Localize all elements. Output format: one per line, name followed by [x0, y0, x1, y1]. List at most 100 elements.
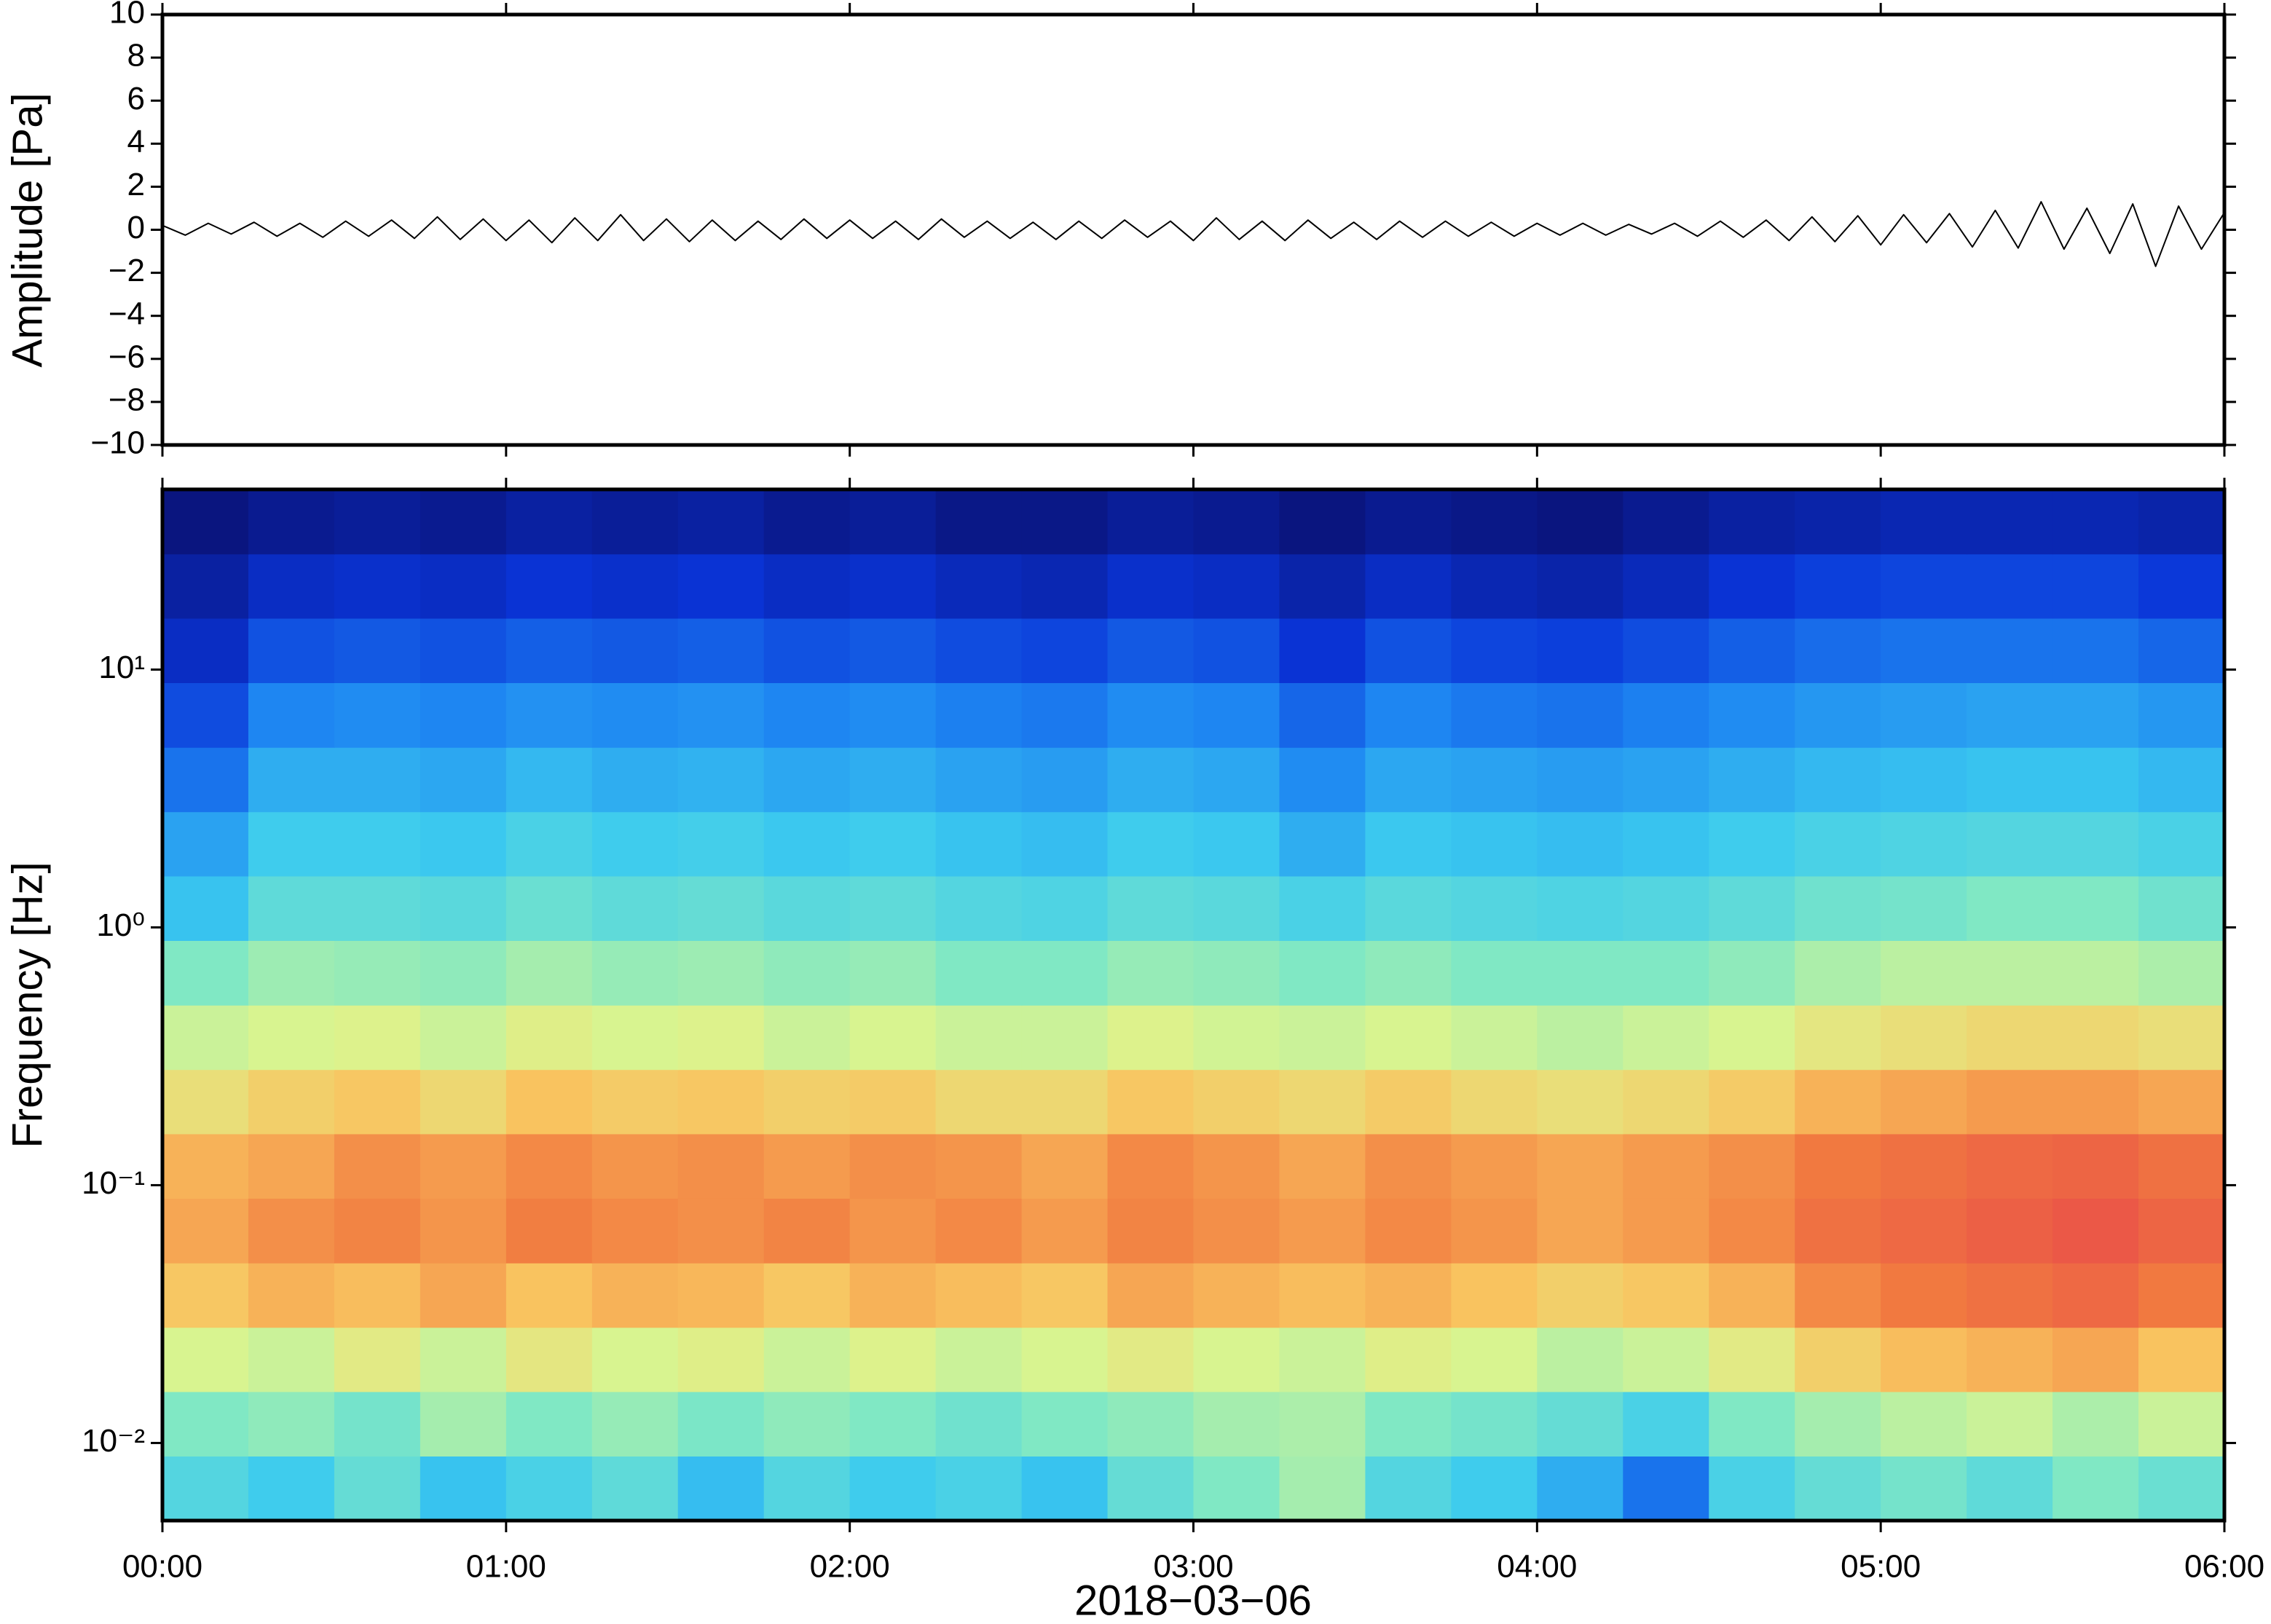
heatmap-cell — [677, 618, 765, 683]
heatmap-cell — [1881, 1004, 1967, 1071]
heatmap-cell — [1365, 1133, 1452, 1199]
heatmap-cell — [1537, 682, 1624, 748]
heatmap-cell — [1365, 1069, 1452, 1135]
heatmap-cell — [1451, 1004, 1538, 1071]
y-tick-label: −4 — [109, 296, 145, 331]
heatmap-cell — [2138, 1133, 2225, 1199]
heatmap-cell — [1279, 811, 1366, 877]
heatmap-cell — [1623, 1004, 1710, 1071]
heatmap-cell — [935, 1391, 1023, 1457]
heatmap-cell — [1107, 811, 1194, 877]
heatmap-cell — [1021, 940, 1109, 1006]
heatmap-cell — [1795, 489, 1881, 555]
heatmap-cell — [505, 940, 593, 1006]
heatmap-cell — [2138, 940, 2225, 1006]
y-tick-label: −2 — [109, 253, 145, 288]
heatmap-cell — [334, 746, 421, 813]
heatmap-cell — [1967, 1004, 2053, 1071]
heatmap-cell — [2138, 1069, 2225, 1135]
heatmap-cell — [334, 1133, 421, 1199]
heatmap-cell — [1021, 875, 1109, 941]
heatmap-cell — [1365, 1262, 1452, 1328]
y-tick-label: 6 — [127, 81, 145, 117]
heatmap-cell — [1967, 1069, 2053, 1135]
heatmap-cell — [849, 1004, 937, 1071]
heatmap-cell — [334, 1004, 421, 1071]
heatmap-cell — [248, 1198, 335, 1264]
heatmap-cell — [1623, 1133, 1710, 1199]
heatmap-cell — [1279, 1327, 1366, 1392]
heatmap-cell — [1623, 811, 1710, 877]
heatmap-cell — [1451, 553, 1538, 619]
heatmap-cell — [1451, 489, 1538, 555]
heatmap-cell — [1795, 1327, 1881, 1392]
heatmap-cell — [334, 682, 421, 748]
heatmap-cell — [248, 1262, 335, 1328]
heatmap-cell — [1967, 1391, 2053, 1457]
heatmap-cell — [420, 1456, 507, 1521]
heatmap-cell — [420, 940, 507, 1006]
heatmap-cell — [1021, 489, 1109, 555]
heatmap-cell — [763, 1391, 851, 1457]
heatmap-cell — [1021, 1391, 1109, 1457]
heatmap-cell — [763, 1456, 851, 1521]
heatmap-cell — [505, 1391, 593, 1457]
heatmap-cell — [420, 618, 507, 683]
heatmap-cell — [1709, 618, 1796, 683]
heatmap-cell — [1795, 618, 1881, 683]
x-axis-label: 2018−03−06 — [1074, 1577, 1312, 1624]
heatmap-cell — [1537, 1391, 1624, 1457]
y-tick-label: 10 — [109, 0, 145, 31]
heatmap-cell — [2138, 553, 2225, 619]
heatmap-cell — [2138, 682, 2225, 748]
heatmap-cell — [420, 875, 507, 941]
heatmap-cell — [1537, 1327, 1624, 1392]
heatmap-cell — [1451, 1069, 1538, 1135]
heatmap-cell — [935, 875, 1023, 941]
heatmap-cell — [2052, 1262, 2139, 1328]
x-tick-label: 02:00 — [810, 1549, 890, 1585]
y-tick-label: 10⁻² — [82, 1423, 145, 1459]
heatmap-cell — [2138, 1456, 2225, 1521]
heatmap-cell — [591, 1456, 679, 1521]
heatmap-cell — [162, 618, 249, 683]
heatmap-cell — [1967, 618, 2053, 683]
heatmap-cell — [1881, 1456, 1967, 1521]
heatmap-cell — [1623, 1327, 1710, 1392]
heatmap-cell — [1537, 1069, 1624, 1135]
heatmap-cell — [677, 1456, 765, 1521]
heatmap-cell — [1279, 489, 1366, 555]
heatmap-cell — [849, 682, 937, 748]
heatmap-cell — [591, 1004, 679, 1071]
heatmap-cell — [849, 1198, 937, 1264]
heatmap-cell — [1193, 1327, 1280, 1392]
heatmap-cell — [1451, 746, 1538, 813]
heatmap-cell — [1709, 1262, 1796, 1328]
heatmap-cell — [1795, 1391, 1881, 1457]
heatmap-cell — [677, 1004, 765, 1071]
heatmap-cell — [1193, 682, 1280, 748]
heatmap-cell — [1795, 1069, 1881, 1135]
heatmap-cell — [162, 940, 249, 1006]
heatmap-cell — [849, 1262, 937, 1328]
heatmap-cell — [1795, 1133, 1881, 1199]
heatmap-cell — [1279, 1004, 1366, 1071]
heatmap-cell — [505, 682, 593, 748]
heatmap-cell — [2052, 1133, 2139, 1199]
heatmap-cell — [591, 1262, 679, 1328]
heatmap-cell — [763, 875, 851, 941]
heatmap-cell — [1967, 1133, 2053, 1199]
heatmap-cell — [763, 682, 851, 748]
heatmap-cell — [334, 618, 421, 683]
heatmap-cell — [505, 1133, 593, 1199]
heatmap-cell — [1623, 1262, 1710, 1328]
heatmap-cell — [1881, 1133, 1967, 1199]
heatmap-cell — [1193, 618, 1280, 683]
heatmap-cell — [1107, 746, 1194, 813]
heatmap-cell — [935, 746, 1023, 813]
heatmap-cell — [420, 553, 507, 619]
heatmap-cell — [420, 1133, 507, 1199]
heatmap-cell — [1881, 1391, 1967, 1457]
heatmap-cell — [2138, 1262, 2225, 1328]
heatmap-cell — [1193, 1198, 1280, 1264]
